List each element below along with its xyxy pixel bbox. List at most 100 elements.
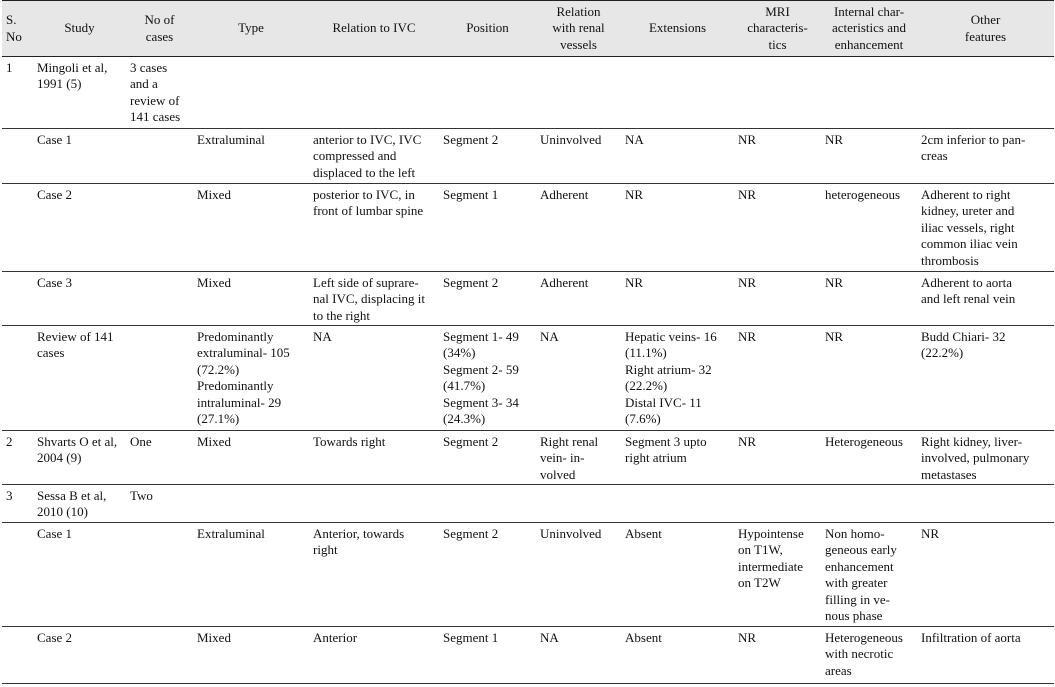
cell-relation-to-ivc: Towards right [313,434,386,449]
cell-relation-to-ivc: posterior to IVC, in front of lumbar spi… [313,187,424,219]
cell-other-features [917,57,1054,129]
table-row: Case 1 Extraluminal anterior to IVC, IVC c… [2,129,1054,184]
cell-relation-renal-vessels: NA [540,329,559,344]
cell-relation-renal-vessels: Adherent [540,275,589,290]
column-header-relation-renal-vessels: Relation with renal vessels [552,3,605,52]
cell-no-of-cases [126,272,193,326]
cell-type: Mixed [197,275,231,290]
column-header-mri-characteristics: MRI characteris- tics [747,3,808,52]
cell-relation-renal-vessels [536,485,621,523]
cell-position: Segment 2 [443,526,499,541]
cell-relation-to-ivc [309,57,439,129]
column-header-extensions: Extensions [648,20,707,36]
cell-extensions: Absent [625,526,662,541]
cell-internal-characteristics: Non homo- geneous early enhancement with… [825,526,897,624]
cell-s-no: 2 [6,434,13,449]
cell-no-of-cases [126,627,193,684]
table-row: Case 2 Mixed Anterior Segment 1 NA Absent NR He… [2,627,1054,684]
cell-s-no [2,326,33,431]
cell-s-no: 1 [6,60,13,75]
cell-position: Segment 1- 49 (34%) Segment 2- 59 (41.7%… [443,329,519,427]
cell-internal-characteristics: Heterogeneous [825,434,903,449]
cell-mri-characteristics: NR [738,187,757,202]
table-row: Case 3 Mixed Left side of suprare- nal IVC… [2,272,1054,326]
table-row: 1 Mingoli et al, 1991 (5) 3 cases and a re… [2,57,1054,129]
cell-s-no [2,627,33,684]
cell-relation-renal-vessels [536,57,621,129]
cell-type: Mixed [197,187,231,202]
cell-mri-characteristics: NR [738,630,757,645]
cell-no-of-cases [126,184,193,272]
cell-relation-to-ivc: anterior to IVC, IVC compressed and disp… [313,132,422,180]
cell-other-features: Budd Chiari- 32 (22.2%) [921,329,1006,361]
cell-internal-characteristics: NR [825,275,844,290]
cell-mri-characteristics: NR [738,434,757,449]
cell-other-features: Adherent to right kidney, ureter and ili… [921,187,1018,268]
cell-internal-characteristics [821,57,917,129]
cell-position: Segment 2 [443,132,499,147]
cell-position: Segment 2 [443,434,499,449]
cell-mri-characteristics [734,485,821,523]
cell-relation-renal-vessels: Uninvolved [540,526,602,541]
cell-extensions: Hepatic veins- 16 (11.1%) Right atrium- … [625,329,717,427]
cell-type: Mixed [197,434,231,449]
cell-position [439,57,536,129]
cell-relation-to-ivc: Anterior [313,630,358,645]
cell-no-of-cases: Two [130,488,153,503]
cell-study: Case 2 [37,187,73,202]
cell-type: Extraluminal [197,132,265,147]
table-row: Review of 141 cases Predominantly extralu… [2,326,1054,431]
cell-s-no [2,184,33,272]
cell-other-features: NR [921,526,940,541]
cell-other-features: Adherent to aorta and left renal vein [921,275,1016,307]
cell-extensions: NA [625,132,644,147]
cell-type: Predominantly extraluminal- 105 (72.2%) … [197,329,290,427]
cell-study: Case 2 [37,630,73,645]
column-header-type: Type [238,20,264,36]
cell-mri-characteristics: NR [738,329,757,344]
cell-other-features: Right kidney, liver- involved, pulmonary… [921,434,1030,482]
cell-internal-characteristics: NR [825,329,844,344]
column-header-no-of-cases: No of cases [144,12,175,44]
cell-mri-characteristics [734,57,821,129]
cell-s-no [2,523,33,627]
column-header-other-features: Other features [964,12,1007,44]
cell-relation-to-ivc: Anterior, towards right [313,526,405,558]
cell-extensions: Segment 3 upto right atrium [625,434,707,466]
cell-study: Shvarts O et al, 2004 (9) [37,434,118,466]
cell-study: Mingoli et al, 1991 (5) [37,60,108,92]
table-row: Case 1 Extraluminal Anterior, towards righ… [2,523,1054,627]
column-header-position: Position [466,20,509,36]
cell-position: Segment 1 [443,630,499,645]
table-row: 2 Shvarts O et al, 2004 (9) One Mixed Toward… [2,431,1054,485]
cell-no-of-cases: 3 cases and a review of 141 cases [130,60,181,125]
column-header-internal-characteristics: Internal char- acteristics and enhanceme… [832,3,906,52]
cell-extensions: Absent [625,630,662,645]
cell-relation-renal-vessels: Right renal vein- in- volved [540,434,599,482]
cell-study: Review of 141 cases [37,329,114,361]
cell-study: Case 3 [37,275,73,290]
cell-other-features: Infiltration of aorta [921,630,1021,645]
cell-relation-renal-vessels: Adherent [540,187,589,202]
cell-type [193,485,309,523]
column-header-study: Study [64,20,95,36]
cell-internal-characteristics: NR [825,132,844,147]
cell-relation-to-ivc: Left side of suprare- nal IVC, displacin… [313,275,425,323]
cell-internal-characteristics: Heterogeneous with necrotic areas [825,630,903,678]
cell-extensions [621,57,734,129]
cell-type [193,57,309,129]
column-header-s-no: S. No [6,12,22,44]
cell-type: Extraluminal [197,526,265,541]
cell-no-of-cases: One [130,434,152,449]
cell-s-no [2,272,33,326]
cell-extensions: NR [625,187,644,202]
cell-extensions: NR [625,275,644,290]
table-header-row: S. No Study No of cases Type Relation to IVC… [2,0,1054,57]
cell-position [439,485,536,523]
cell-relation-to-ivc: NA [313,329,332,344]
cell-relation-to-ivc [309,485,439,523]
cell-mri-characteristics: NR [738,275,757,290]
cell-no-of-cases [126,326,193,431]
cell-mri-characteristics: NR [738,132,757,147]
